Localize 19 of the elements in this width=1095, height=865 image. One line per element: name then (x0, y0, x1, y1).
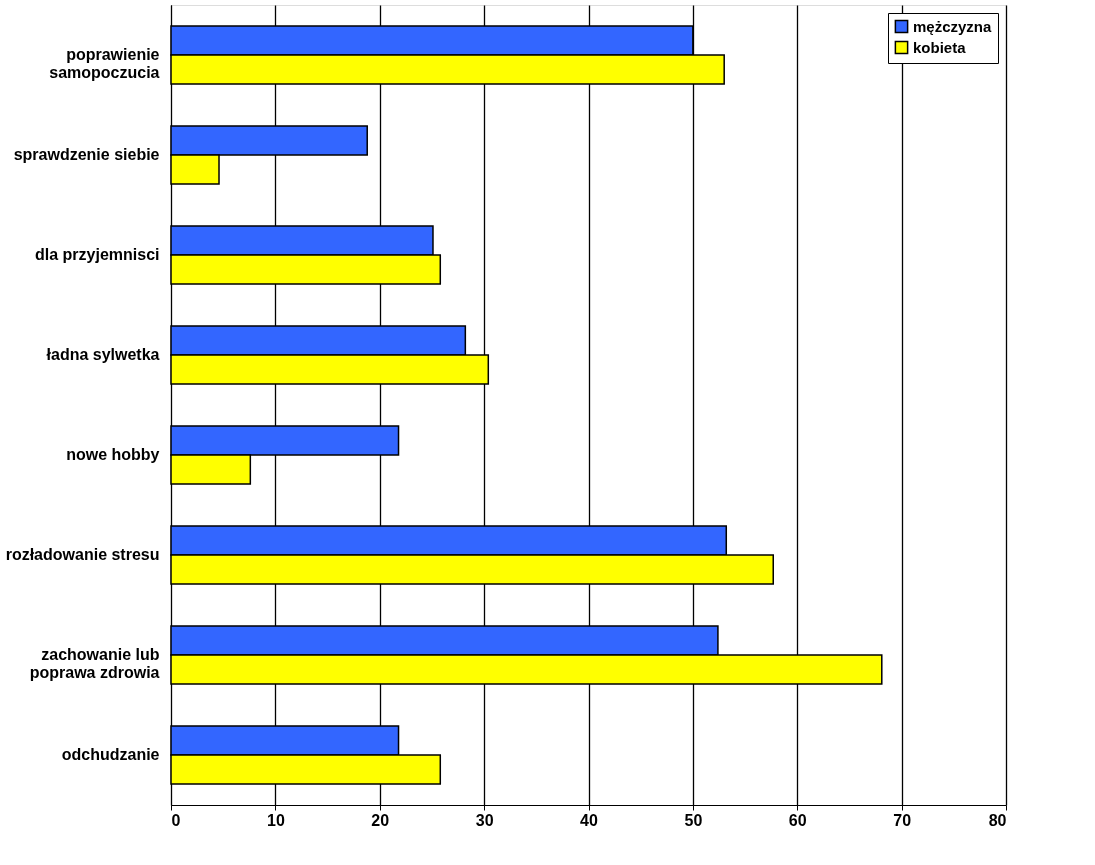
x-tick-label: 30 (475, 811, 494, 829)
y-tick-label: poprawienie samopoczucia (49, 46, 160, 81)
legend-label: mężczyzna (913, 17, 993, 35)
x-tick-label: 20 (371, 811, 390, 829)
x-tick-label: 40 (580, 811, 598, 829)
y-tick-label: ładna sylwetka (46, 346, 160, 363)
y-tick-label: sprawdzenie siebie (13, 146, 160, 163)
x-tick-label: 0 (171, 811, 181, 829)
y-tick-label: dla przyjemnisci (35, 246, 160, 263)
y-tick-label: zachowanie lub poprawa zdrowia (29, 646, 160, 681)
y-tick-label: nowe hobby (66, 446, 160, 463)
legend-label: kobieta (913, 38, 967, 56)
x-tick-label: 70 (893, 811, 912, 829)
x-tick-label: 50 (684, 811, 703, 829)
x-tick-label: 80 (988, 811, 1007, 829)
x-tick-label: 60 (788, 811, 807, 829)
x-tick-label: 10 (266, 811, 285, 829)
y-tick-label: rozładowanie stresu (5, 546, 160, 563)
y-tick-label: odchudzanie (61, 746, 160, 763)
